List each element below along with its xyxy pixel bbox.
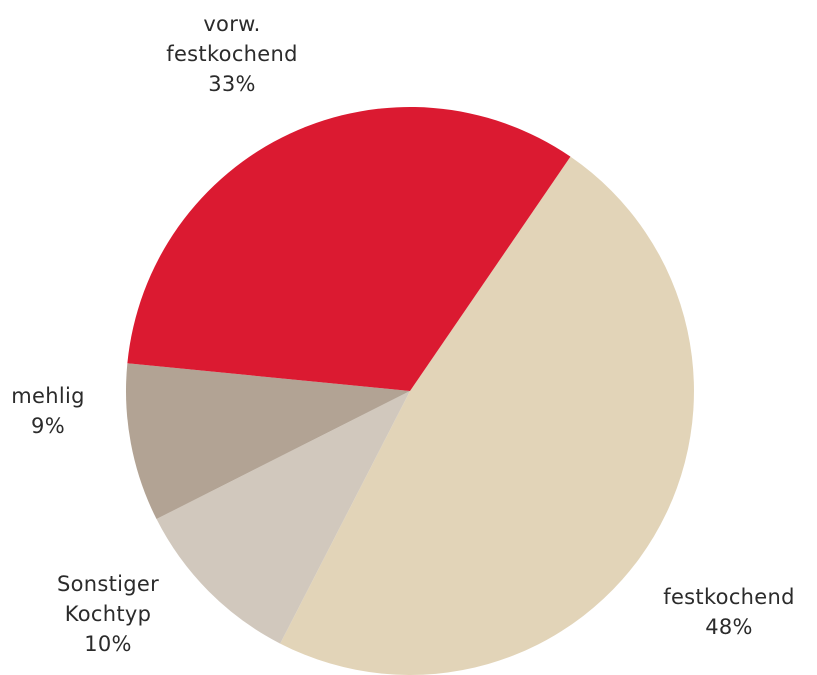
slice-label: vorw. festkochend 33% xyxy=(166,12,297,96)
slice-label-line: Sonstiger xyxy=(57,572,159,596)
pie-slice xyxy=(280,156,694,675)
slice-label-line: 9% xyxy=(31,414,65,438)
slice-label-line: 10% xyxy=(84,632,132,656)
slice-label-line: mehlig xyxy=(11,384,85,408)
slice-label: Sonstiger Kochtyp 10% xyxy=(57,572,159,656)
pie-slice xyxy=(156,391,410,644)
slice-label-line: Kochtyp xyxy=(65,602,152,626)
slice-label-line: 48% xyxy=(705,615,753,639)
pie-slice xyxy=(127,107,571,391)
slice-label-line: festkochend xyxy=(663,585,794,609)
slice-label: festkochend 48% xyxy=(663,585,794,639)
slice-label-line: vorw. xyxy=(203,12,260,36)
pie-slice xyxy=(126,363,410,520)
slice-label: mehlig 9% xyxy=(11,384,85,438)
slice-label-line: 33% xyxy=(208,72,256,96)
slice-label-line: festkochend xyxy=(166,42,297,66)
